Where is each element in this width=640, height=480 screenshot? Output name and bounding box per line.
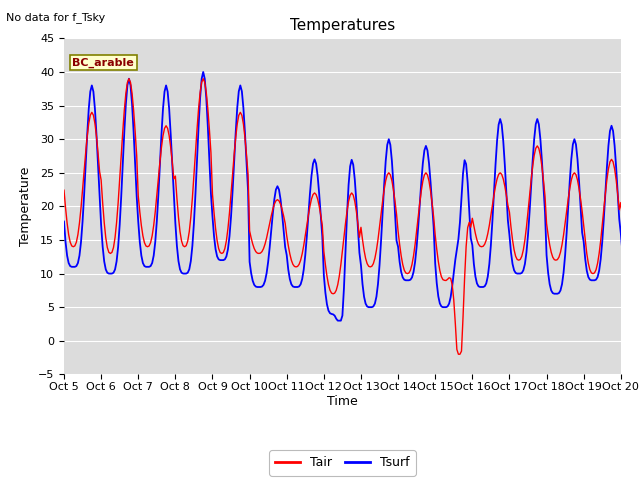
X-axis label: Time: Time (327, 395, 358, 408)
Y-axis label: Temperature: Temperature (19, 167, 33, 246)
Legend: Tair, Tsurf: Tair, Tsurf (269, 450, 416, 476)
Text: No data for f_Tsky: No data for f_Tsky (6, 12, 106, 23)
Title: Temperatures: Temperatures (290, 18, 395, 33)
Text: BC_arable: BC_arable (72, 57, 134, 68)
